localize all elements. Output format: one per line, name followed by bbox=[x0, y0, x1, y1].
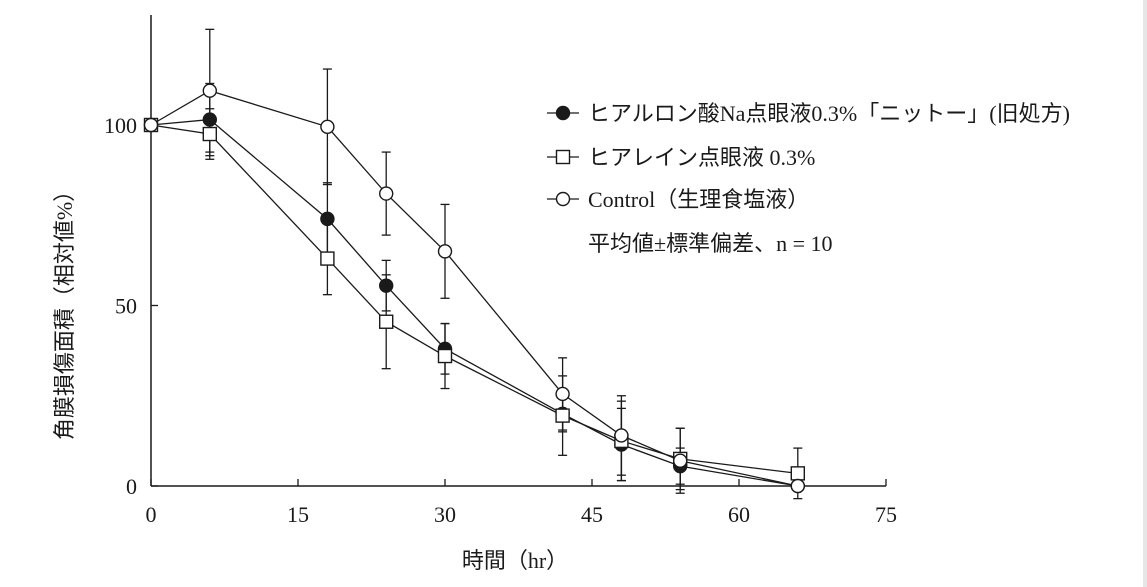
x-tick-label: 60 bbox=[728, 502, 750, 527]
y-axis-label: 角膜損傷面積（相対値%） bbox=[52, 180, 77, 440]
x-tick-label: 30 bbox=[434, 502, 456, 527]
series-markers bbox=[143, 117, 805, 481]
data-point bbox=[320, 251, 335, 266]
series-1 bbox=[150, 82, 798, 487]
data-point bbox=[379, 278, 394, 293]
data-point bbox=[555, 408, 570, 423]
data-point bbox=[202, 126, 218, 142]
data-point bbox=[614, 428, 629, 443]
x-tick-label: 0 bbox=[146, 502, 157, 527]
data-point bbox=[202, 112, 218, 127]
x-tick-label: 45 bbox=[581, 502, 603, 527]
legend-marker bbox=[555, 191, 571, 207]
x-tick-label: 75 bbox=[875, 502, 897, 527]
legend-label: Control（生理食塩液） bbox=[588, 187, 809, 212]
data-point bbox=[379, 314, 394, 329]
y-tick-label: 0 bbox=[126, 474, 137, 499]
data-point bbox=[673, 453, 688, 468]
legend: ヒアルロン酸Na点眼液0.3%「ニットー」(旧処方) ヒアレイン点眼液 0.3% C… bbox=[547, 101, 1070, 256]
data-point bbox=[437, 348, 453, 364]
ticks: 0 15 30 45 60 75 0 50 100 bbox=[104, 113, 897, 527]
window-edge bbox=[1143, 0, 1147, 587]
legend-label: ヒアレイン点眼液 0.3% bbox=[588, 145, 815, 170]
x-axis-label: 時間（hr） bbox=[462, 548, 568, 573]
legend-marker bbox=[555, 149, 571, 165]
y-tick-label: 50 bbox=[115, 294, 137, 319]
data-point bbox=[320, 211, 335, 227]
data-point bbox=[202, 83, 218, 98]
data-point bbox=[790, 478, 805, 494]
series-3 bbox=[150, 28, 798, 494]
legend-marker bbox=[555, 105, 571, 121]
series-markers bbox=[143, 83, 805, 494]
series-line bbox=[150, 124, 798, 475]
y-tick-label: 100 bbox=[104, 113, 137, 138]
data-point bbox=[437, 244, 453, 259]
data-point bbox=[555, 386, 570, 402]
legend-label: ヒアルロン酸Na点眼液0.3%「ニットー」(旧処方) bbox=[588, 101, 1070, 126]
series-layer bbox=[143, 28, 805, 500]
data-point bbox=[143, 117, 159, 133]
data-point bbox=[790, 466, 805, 481]
axes bbox=[150, 15, 886, 487]
x-tick-label: 15 bbox=[287, 502, 309, 527]
data-point bbox=[320, 119, 335, 135]
stats-note: 平均値±標準偏差、n = 10 bbox=[588, 231, 832, 256]
data-point bbox=[379, 186, 394, 201]
